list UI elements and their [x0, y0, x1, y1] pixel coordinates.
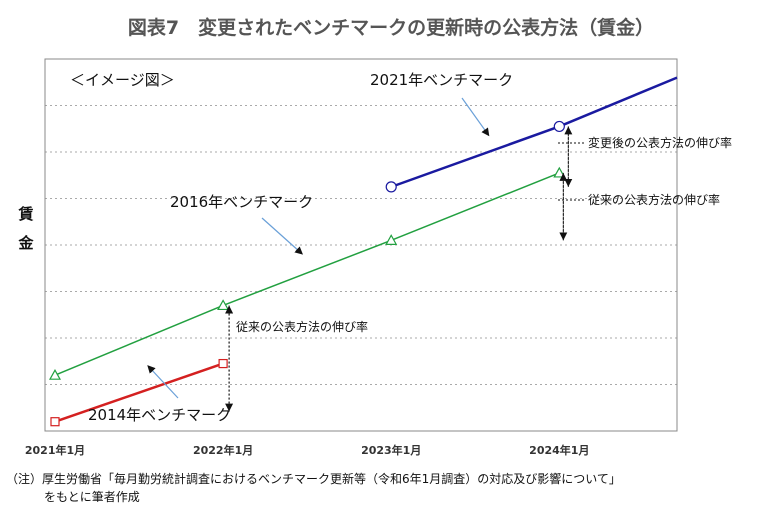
x-tick-label: 2021年1月 [25, 443, 85, 457]
data-point-triangle [385, 234, 398, 245]
y-axis-label-char-1: 賃 [17, 205, 33, 223]
label-pointer-2014 [147, 365, 179, 399]
series-line [390, 76, 678, 189]
data-point-circle [553, 120, 565, 133]
series-line [54, 362, 224, 423]
data-point-square [218, 358, 228, 369]
series-lines [54, 76, 678, 423]
series-label-2014: 2014年ベンチマーク [88, 406, 231, 424]
data-point-circle [385, 181, 397, 193]
series-line [54, 172, 560, 376]
annotation-conventional-2022: 従来の公表方法の伸び率 [236, 319, 368, 334]
data-point-triangle [553, 166, 566, 178]
label-pointer-2016 [261, 217, 303, 255]
annotation-conventional-2024: 従来の公表方法の伸び率 [588, 192, 720, 207]
grid-lines [45, 105, 677, 385]
footnote-line-2: をもとに筆者作成 [44, 490, 140, 504]
footnote-line-1: （注）厚生労働省「毎月勤労統計調査におけるベンチマーク更新等（令和6年1月調査）… [6, 472, 621, 486]
image-note: ＜イメージ図＞ [70, 71, 175, 89]
x-axis-ticks: 2021年1月 2022年1月 2023年1月 2024年1月 [25, 443, 590, 457]
annotation-change-after: 変更後の公表方法の伸び率 [588, 135, 732, 150]
data-point-triangle [48, 368, 62, 380]
data-point-square [50, 417, 60, 427]
x-tick-label: 2022年1月 [193, 443, 253, 457]
series-label-2016: 2016年ベンチマーク [170, 193, 313, 211]
label-pointer-2021 [461, 97, 490, 137]
growth-rate-arrows [225, 126, 573, 412]
x-tick-label: 2024年1月 [529, 443, 589, 457]
plot-area-border [44, 58, 678, 432]
chart-title: 図表7 変更されたベンチマークの更新時の公表方法（賃金） [128, 16, 654, 39]
series-label-2021: 2021年ベンチマーク [370, 71, 513, 89]
y-axis-label-char-2: 金 [17, 234, 34, 252]
data-point-triangle [217, 299, 230, 311]
x-tick-label: 2023年1月 [361, 443, 421, 457]
